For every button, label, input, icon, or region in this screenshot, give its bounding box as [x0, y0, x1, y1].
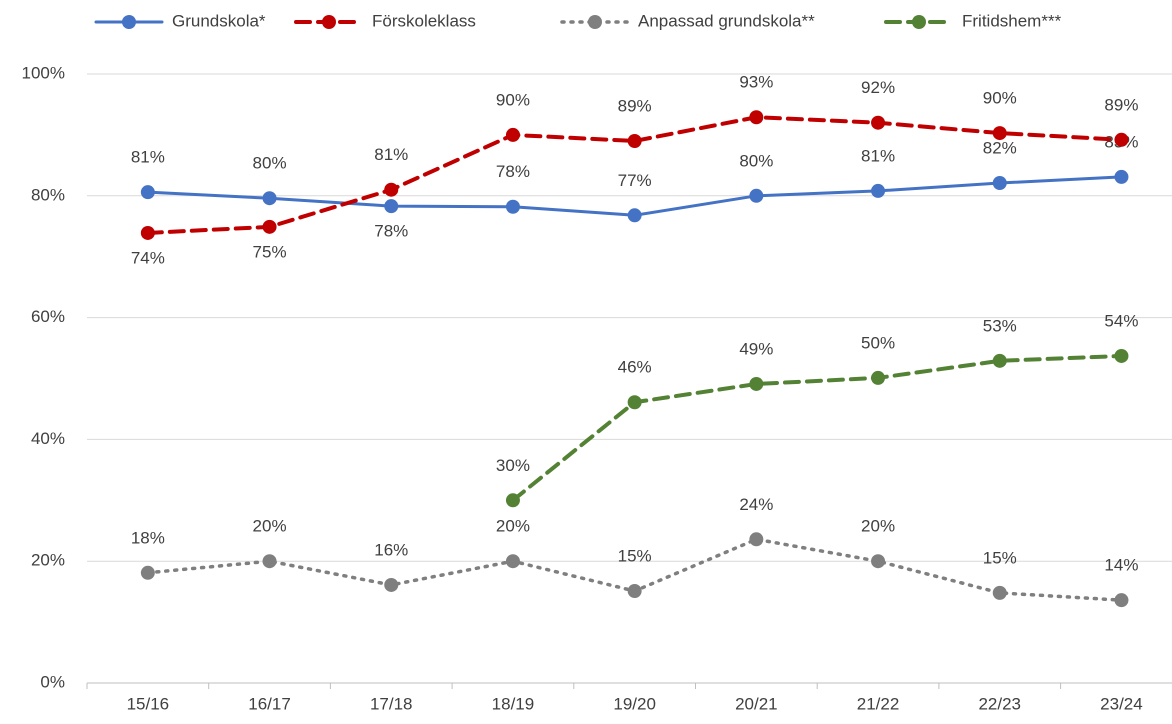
- point: [749, 532, 764, 547]
- data-label: 15%: [618, 547, 652, 566]
- data-label: 93%: [739, 73, 773, 92]
- point: [992, 353, 1007, 368]
- data-label: 81%: [131, 148, 165, 167]
- data-label: 89%: [618, 96, 652, 115]
- legend-label: Grundskola*: [172, 11, 266, 30]
- point: [871, 115, 886, 130]
- data-label: 75%: [253, 242, 287, 261]
- x-tick-label: 18/19: [492, 694, 535, 713]
- x-tick-label: 20/21: [735, 694, 778, 713]
- point: [871, 183, 886, 198]
- data-label: 53%: [983, 316, 1017, 335]
- x-tick-label: 17/18: [370, 694, 413, 713]
- data-label: 49%: [739, 339, 773, 358]
- point: [749, 110, 764, 125]
- data-label: 30%: [496, 456, 530, 475]
- point: [384, 199, 399, 214]
- x-tick-label: 19/20: [613, 694, 656, 713]
- x-tick-label: 16/17: [248, 694, 291, 713]
- point: [992, 176, 1007, 191]
- data-label: 92%: [861, 78, 895, 97]
- series-line: [510, 353, 1124, 503]
- data-label: 15%: [983, 548, 1017, 567]
- point: [384, 577, 399, 592]
- y-tick-label: 40%: [31, 429, 65, 448]
- data-label: 90%: [983, 89, 1017, 108]
- point: [992, 126, 1007, 141]
- y-tick-label: 20%: [31, 551, 65, 570]
- point: [262, 554, 277, 569]
- point: [140, 225, 155, 240]
- point: [505, 127, 520, 142]
- x-tick-label: 22/23: [978, 694, 1021, 713]
- point: [871, 370, 886, 385]
- x-tick-label: 15/16: [127, 694, 170, 713]
- point: [262, 219, 277, 234]
- data-label: 90%: [496, 90, 530, 109]
- y-tick-label: 100%: [22, 63, 65, 82]
- point: [627, 584, 642, 599]
- data-label: 16%: [374, 540, 408, 559]
- legend-marker: [322, 15, 336, 29]
- legend-label: Förskoleklass: [372, 11, 476, 30]
- data-label: 20%: [496, 517, 530, 536]
- data-label: 77%: [618, 171, 652, 190]
- point: [140, 565, 155, 580]
- data-label: 74%: [131, 248, 165, 267]
- data-label: 46%: [618, 358, 652, 377]
- data-label: 20%: [861, 517, 895, 536]
- data-label: 81%: [374, 145, 408, 164]
- point: [992, 585, 1007, 600]
- data-label: 89%: [1104, 95, 1138, 114]
- y-tick-label: 80%: [31, 185, 65, 204]
- legend-marker: [122, 15, 136, 29]
- data-label: 80%: [739, 151, 773, 170]
- point: [140, 185, 155, 200]
- point: [505, 199, 520, 214]
- data-label: 14%: [1104, 556, 1138, 575]
- data-label: 24%: [739, 495, 773, 514]
- data-label: 50%: [861, 333, 895, 352]
- data-label: 18%: [131, 528, 165, 547]
- point: [505, 493, 520, 508]
- y-tick-label: 0%: [40, 672, 65, 691]
- point: [1114, 169, 1129, 184]
- point: [1114, 593, 1129, 608]
- data-label: 78%: [374, 222, 408, 241]
- point: [1114, 348, 1129, 363]
- legend-label: Anpassad grundskola**: [638, 11, 815, 30]
- point: [1114, 132, 1129, 147]
- point: [505, 554, 520, 569]
- point: [627, 208, 642, 223]
- point: [749, 376, 764, 391]
- data-label: 81%: [861, 146, 895, 165]
- point: [871, 554, 886, 569]
- data-label: 54%: [1104, 311, 1138, 330]
- y-tick-label: 60%: [31, 307, 65, 326]
- data-label: 82%: [983, 138, 1017, 157]
- x-tick-label: 23/24: [1100, 694, 1143, 713]
- legend-marker: [912, 15, 926, 29]
- data-label: 80%: [253, 154, 287, 173]
- legend-marker: [588, 15, 602, 29]
- point: [384, 182, 399, 197]
- data-label: 78%: [496, 162, 530, 181]
- data-label: 20%: [253, 517, 287, 536]
- x-tick-label: 21/22: [857, 694, 900, 713]
- legend-label: Fritidshem***: [962, 11, 1062, 30]
- point: [627, 133, 642, 148]
- point: [749, 188, 764, 203]
- point: [627, 395, 642, 410]
- point: [262, 191, 277, 206]
